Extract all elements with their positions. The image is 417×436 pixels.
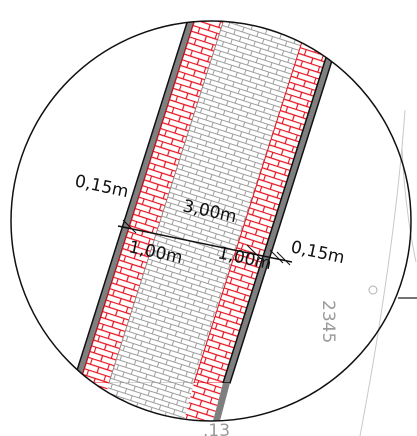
detail-circle	[10, 20, 412, 422]
parcel-number-label: 2345	[318, 300, 338, 343]
curb-left-dimension-label: 0,15m	[73, 171, 130, 202]
parcel-fragment-label: .13	[203, 421, 230, 436]
parcel-lines	[359, 109, 417, 436]
dimension-line	[117, 219, 293, 266]
curb-right-dimension-label: 0,15m	[289, 237, 346, 268]
street-section	[59, 21, 350, 421]
